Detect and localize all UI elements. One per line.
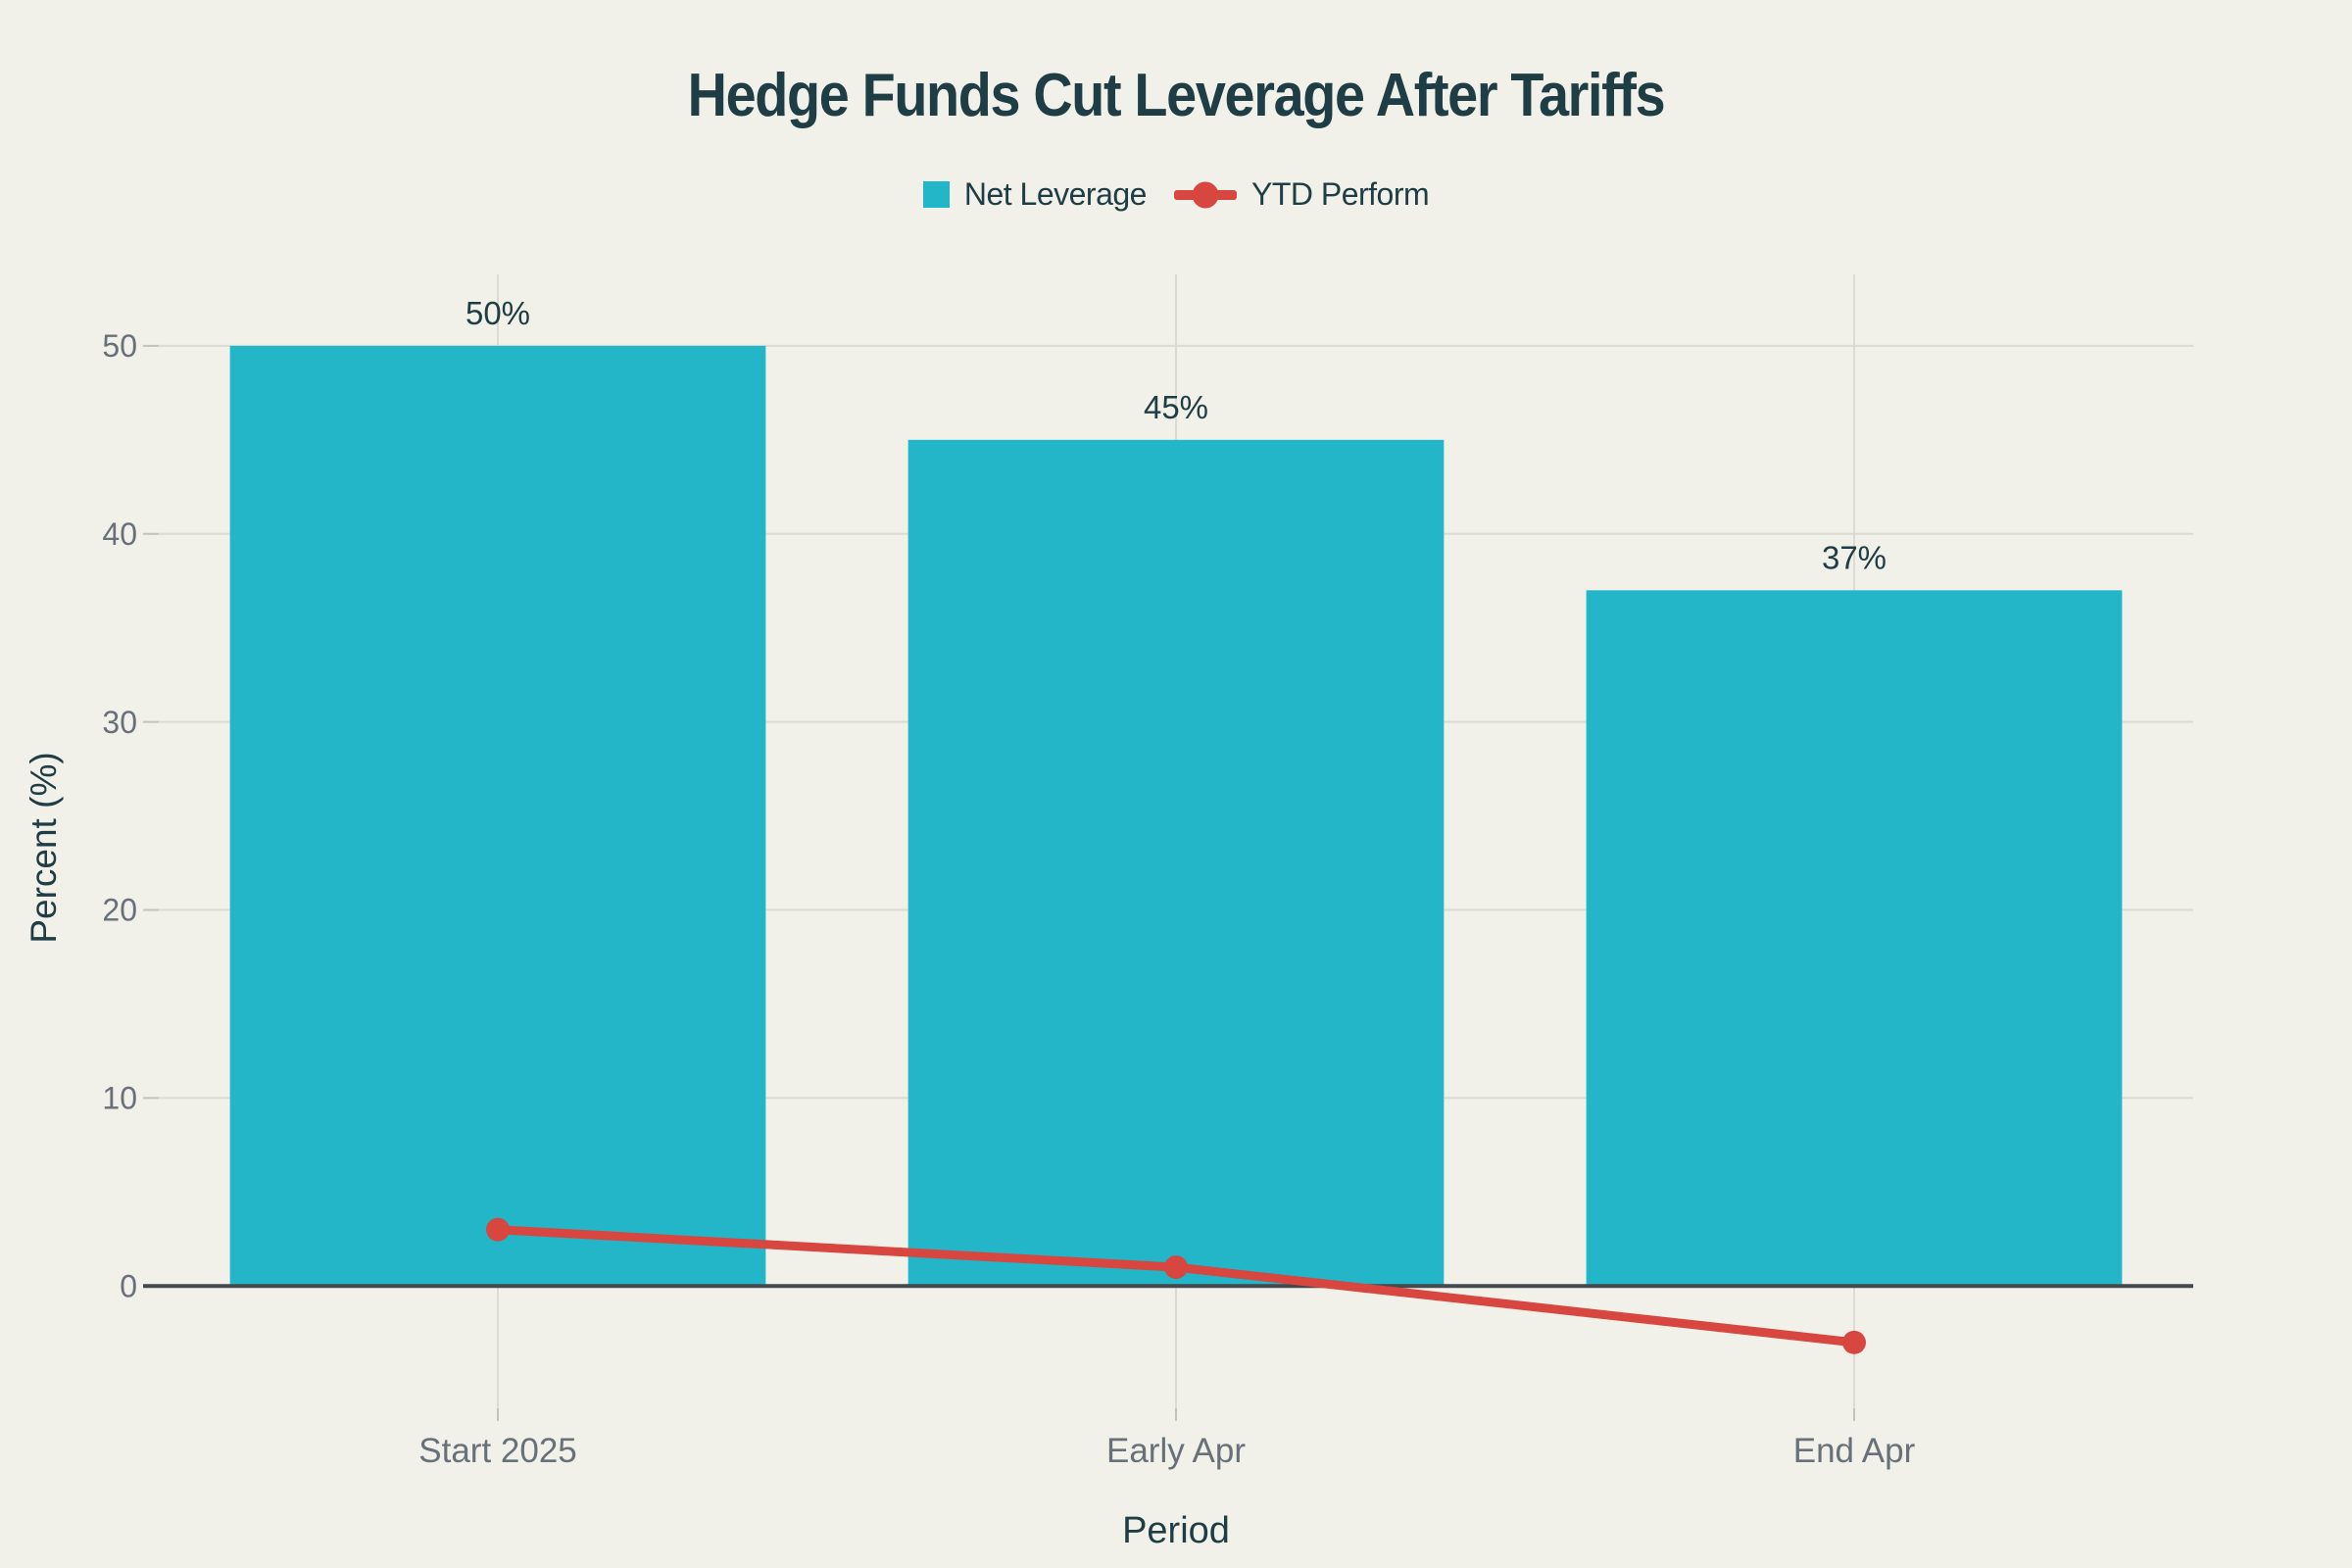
bar[interactable] <box>1586 590 2123 1287</box>
y-tick-label: 20 <box>102 893 137 928</box>
bar-swatch-icon <box>922 181 950 208</box>
legend-label: YTD Perform <box>1250 176 1430 212</box>
trend-point[interactable] <box>1164 1255 1188 1280</box>
chart-title: Hedge Funds Cut Leverage After Tariffs <box>687 62 1666 129</box>
line-dot-swatch-icon <box>1173 181 1237 208</box>
y-tick-label: 30 <box>102 705 137 740</box>
bar-value-label: 50% <box>466 295 530 331</box>
y-tick-label: 40 <box>102 516 137 552</box>
legend: Net Leverage YTD Perform <box>0 176 2352 213</box>
x-tick-label: Early Apr <box>1106 1432 1246 1470</box>
line-dot-swatch-dot <box>1192 181 1219 208</box>
bar-value-label: 37% <box>1822 539 1886 575</box>
legend-item-ytd-perform[interactable]: YTD Perform <box>1173 176 1430 213</box>
y-tick-label: 0 <box>120 1268 137 1303</box>
trend-point[interactable] <box>486 1217 510 1242</box>
bar-value-label: 45% <box>1144 389 1208 425</box>
x-axis-title: Period <box>1122 1510 1230 1551</box>
bar[interactable] <box>907 439 1445 1287</box>
x-tick-label: End Apr <box>1793 1432 1916 1470</box>
trend-point[interactable] <box>1842 1330 1866 1354</box>
y-tick-label: 10 <box>102 1081 137 1116</box>
y-axis-title: Percent (%) <box>24 752 64 944</box>
bar[interactable] <box>229 345 766 1287</box>
x-tick-label: Start 2025 <box>418 1432 577 1470</box>
y-tick-label: 50 <box>102 328 137 364</box>
legend-label: Net Leverage <box>963 176 1148 212</box>
legend-item-net-leverage[interactable]: Net Leverage <box>922 176 1148 213</box>
